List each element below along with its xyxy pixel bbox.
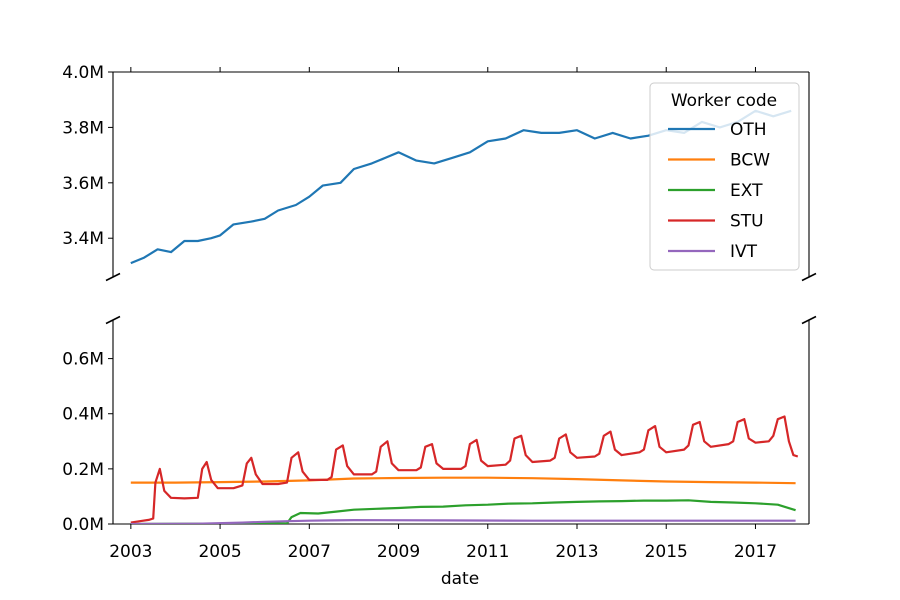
lower-x-tick-label: 2013 bbox=[555, 542, 598, 562]
legend-label-oth: OTH bbox=[730, 120, 767, 140]
lower-axis-break-mark bbox=[801, 315, 817, 325]
legend-label-bcw: BCW bbox=[730, 151, 770, 171]
lower-y-tick-label: 0.2M bbox=[62, 460, 104, 480]
upper-y-tick-label: 3.4M bbox=[62, 229, 104, 249]
lower-x-tick-label: 2011 bbox=[466, 542, 509, 562]
upper-y-tick-label: 3.8M bbox=[62, 118, 104, 138]
legend-title: Worker code bbox=[671, 91, 777, 111]
upper-y-tick-label: 3.6M bbox=[62, 174, 104, 194]
legend-label-stu: STU bbox=[730, 212, 764, 232]
lower-x-tick-label: 2009 bbox=[377, 542, 420, 562]
lower-axis-break-mark bbox=[105, 315, 121, 325]
lower-y-tick-label: 0.0M bbox=[62, 515, 104, 535]
upper-axis-break-mark bbox=[105, 272, 121, 282]
legend-label-ext: EXT bbox=[730, 181, 763, 201]
series-line-ext bbox=[130, 499, 796, 524]
lower-x-tick-label: 2005 bbox=[198, 542, 241, 562]
lower-x-tick-label: 2007 bbox=[288, 542, 331, 562]
lower-panel: 0.0M 0.2M 0.4M 0.6M 2003 2005 2007 2009 2011 2013… bbox=[62, 315, 817, 562]
legend-box bbox=[649, 82, 800, 271]
upper-y-tick-label: 4.0M bbox=[62, 63, 104, 83]
lower-y-tick-label: 0.6M bbox=[62, 350, 104, 370]
x-axis-title: date bbox=[441, 569, 479, 589]
legend: Worker code OTH BCW EXT STU IVT bbox=[649, 82, 800, 271]
series-line-stu bbox=[130, 415, 799, 524]
series-line-ivt bbox=[130, 519, 796, 524]
lower-y-tick-label: 0.4M bbox=[62, 405, 104, 425]
series-line-bcw bbox=[130, 476, 796, 485]
upper-axis-break-mark bbox=[801, 272, 817, 282]
legend-label-ivt: IVT bbox=[730, 242, 758, 262]
lower-x-tick-label: 2003 bbox=[109, 542, 152, 562]
lower-x-tick-label: 2015 bbox=[645, 542, 688, 562]
lower-x-tick-label: 2017 bbox=[734, 542, 777, 562]
